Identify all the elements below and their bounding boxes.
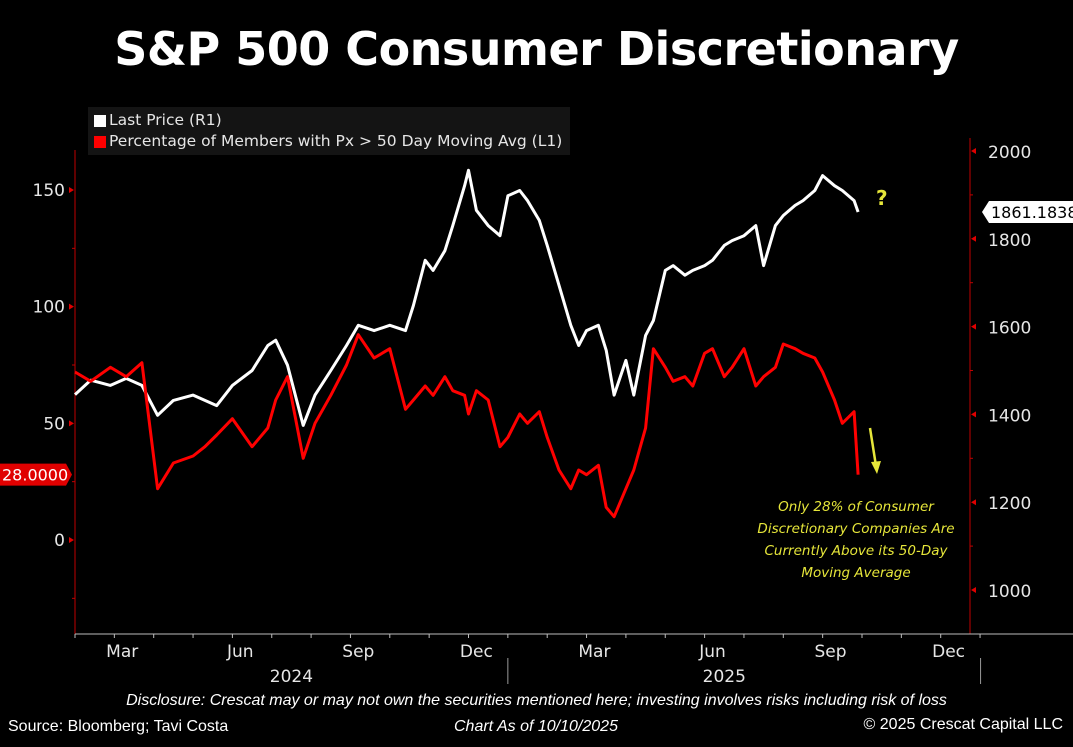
right-tick [971, 587, 976, 593]
legend-label-percentage: Percentage of Members with Px > 50 Day M… [109, 132, 563, 150]
right-tick-label: 1800 [988, 231, 1031, 251]
x-tick-label: Sep [342, 642, 374, 662]
down-arrow-icon [868, 427, 878, 467]
right-tick [971, 235, 976, 242]
x-tick-label: Mar [106, 642, 138, 662]
annotation-line: Currently Above its 50-Day [764, 543, 948, 559]
down-arrow-head-icon [871, 461, 881, 474]
left-tick-label: 100 [33, 298, 65, 318]
right-tick-label: 2000 [988, 143, 1031, 163]
legend-item-price: Last Price (R1) [94, 110, 562, 131]
annotation-line: Only 28% of Consumer [778, 499, 934, 515]
chart-title: S&P 500 Consumer Discretionary [114, 22, 959, 76]
legend: Last Price (R1) Percentage of Members wi… [88, 107, 571, 155]
series-line-percentage [74, 333, 860, 519]
right-tick [971, 411, 976, 418]
left-tick-label: 50 [43, 414, 65, 434]
right-tick-label: 1400 [988, 406, 1031, 426]
series-line-price [73, 168, 860, 427]
left-tick [69, 420, 74, 427]
right-tick-label: 1200 [988, 494, 1031, 514]
x-year-label: 2025 [703, 667, 746, 687]
annotation-line: Moving Average [801, 565, 911, 581]
x-tick-label: Dec [460, 642, 493, 662]
annotation-line: Discretionary Companies Are [757, 521, 955, 537]
x-year-label: 2024 [270, 667, 313, 687]
right-tick [971, 323, 976, 330]
right-tick-label: 1600 [988, 319, 1031, 339]
x-tick-label: Jun [226, 642, 254, 662]
left-tick [69, 537, 74, 543]
annotation-text: Only 28% of Consumer Discretionary Compa… [746, 496, 966, 584]
x-tick-label: Mar [578, 642, 610, 662]
chart-date-text: Chart As of 10/10/2025 [454, 718, 618, 735]
x-tick-label: Dec [932, 642, 965, 662]
left-tick [69, 303, 74, 310]
left-last-value-tag [0, 463, 72, 486]
legend-swatch-red [94, 135, 106, 148]
x-tick-label: Sep [814, 642, 846, 662]
copyright-text: © 2025 Crescat Capital LLC [863, 716, 1063, 733]
right-tick [971, 499, 976, 506]
left-tick-label: 0 [54, 531, 65, 551]
question-mark-annotation: ? [876, 186, 888, 210]
right-last-value-tag [982, 200, 1073, 223]
right-last-value-label: 1861.1838 [991, 203, 1073, 222]
x-tick-label: Jun [698, 642, 726, 662]
right-tick-label: 1000 [988, 582, 1031, 602]
legend-label-price: Last Price (R1) [109, 111, 222, 129]
left-tick-label: 150 [33, 181, 65, 201]
legend-swatch-white [94, 114, 106, 127]
source-text: Source: Bloomberg; Tavi Costa [8, 718, 229, 735]
disclosure-text: Disclosure: Crescat may or may not own t… [126, 692, 947, 709]
left-last-value-label: 28.0000 [2, 466, 68, 485]
right-tick [971, 148, 976, 154]
legend-item-percentage: Percentage of Members with Px > 50 Day M… [94, 131, 562, 152]
left-tick [69, 187, 74, 193]
